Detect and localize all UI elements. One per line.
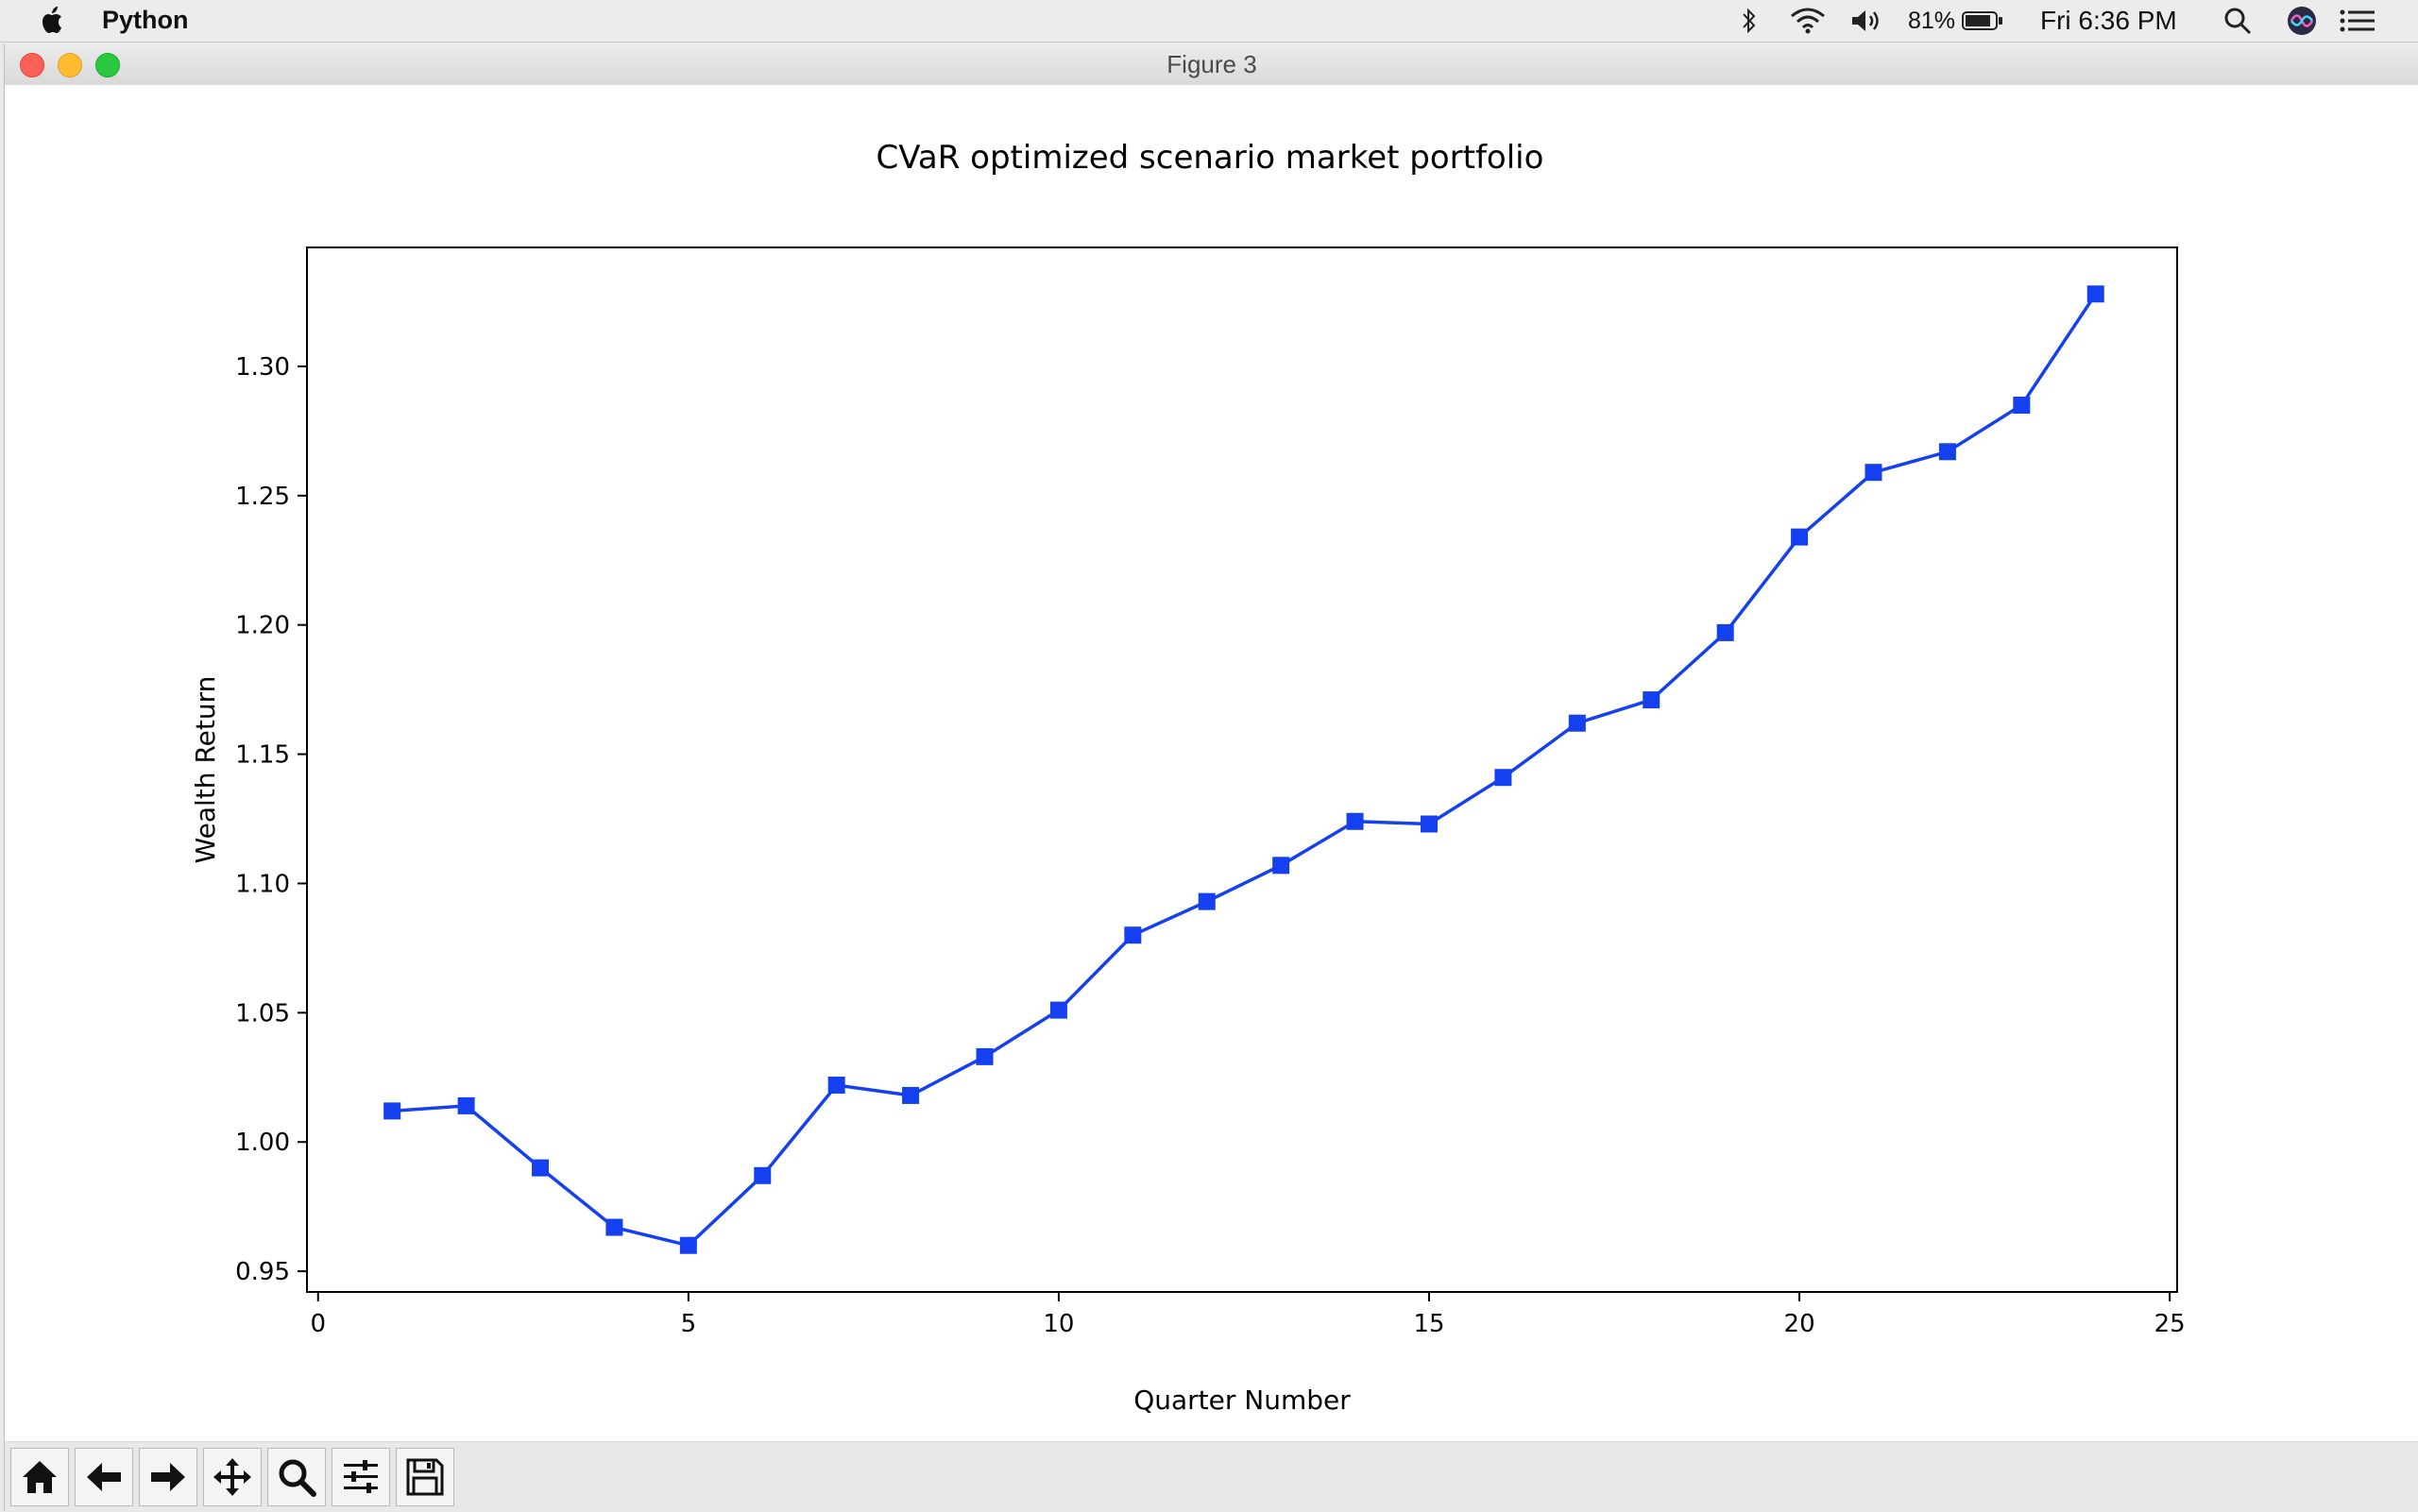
data-point-marker xyxy=(1643,691,1660,709)
data-point-marker xyxy=(2086,285,2104,303)
y-axis: 0.95 1.00 1.05 1.10 1.15 1.20 1.25 1.30 xyxy=(235,353,307,1286)
data-point-marker xyxy=(1049,1001,1067,1019)
x-tick-label: 20 xyxy=(1784,1310,1815,1338)
back-button[interactable] xyxy=(75,1448,133,1506)
bluetooth-icon[interactable] xyxy=(1740,6,1759,36)
forward-arrow-icon xyxy=(151,1463,185,1491)
x-tick-label: 25 xyxy=(2154,1310,2186,1338)
data-point-marker xyxy=(679,1236,697,1254)
data-point-marker xyxy=(457,1096,475,1114)
data-point-marker xyxy=(1791,528,1809,546)
y-axis-label: Wealth Return xyxy=(190,676,221,864)
home-button[interactable] xyxy=(10,1448,69,1506)
siri-icon[interactable] xyxy=(2286,6,2318,36)
menu-clock[interactable]: Fri 6:36 PM xyxy=(2040,6,2177,35)
x-axis-label: Quarter Number xyxy=(1133,1385,1351,1416)
configure-subplots-icon xyxy=(344,1460,378,1493)
battery-percentage: 81% xyxy=(1908,7,1956,34)
wifi-icon[interactable] xyxy=(1789,6,1827,36)
close-button[interactable] xyxy=(20,53,44,77)
menu-bar: Python 81% Fri 6:36 PM xyxy=(0,0,2418,42)
chart-title: CVaR optimized scenario market portfolio xyxy=(877,139,1544,177)
zoom-icon xyxy=(279,1459,316,1497)
data-point-marker xyxy=(976,1047,994,1065)
minimize-button[interactable] xyxy=(58,53,82,77)
x-tick-label: 5 xyxy=(681,1310,697,1338)
zoom-rect-button[interactable] xyxy=(267,1448,326,1506)
home-icon xyxy=(23,1461,57,1493)
pan-button[interactable] xyxy=(203,1448,262,1506)
save-figure-button[interactable] xyxy=(396,1448,454,1506)
notification-center-icon[interactable] xyxy=(2339,6,2376,36)
battery-icon[interactable] xyxy=(1961,6,2004,36)
figure-window: Figure 3 CVaR optimized scenario market … xyxy=(4,43,2418,1512)
back-arrow-icon xyxy=(87,1463,121,1491)
apple-logo-icon[interactable] xyxy=(38,2,68,40)
data-point-marker xyxy=(1716,623,1734,641)
y-tick-label: 1.10 xyxy=(235,870,290,898)
save-icon xyxy=(406,1458,444,1496)
data-point-marker xyxy=(902,1086,920,1104)
data-point-marker xyxy=(1124,926,1142,944)
data-point-marker xyxy=(1272,857,1290,875)
data-point-marker xyxy=(383,1102,401,1120)
data-point-marker xyxy=(1865,464,1882,482)
x-tick-label: 15 xyxy=(1413,1310,1444,1338)
zoom-button[interactable] xyxy=(95,53,120,77)
plot-area-frame xyxy=(306,246,2178,1293)
y-tick-label: 1.25 xyxy=(235,483,290,511)
window-titlebar[interactable]: Figure 3 xyxy=(5,43,2418,86)
y-tick-label: 1.15 xyxy=(235,741,290,770)
volume-icon[interactable] xyxy=(1849,6,1883,36)
data-point-marker xyxy=(827,1076,845,1094)
window-title: Figure 3 xyxy=(1166,50,1257,78)
spotlight-search-icon[interactable] xyxy=(2223,6,2254,36)
navigation-toolbar xyxy=(5,1441,2418,1512)
data-point-marker xyxy=(1938,443,1956,461)
x-axis: 0 5 10 15 20 25 xyxy=(310,1292,2186,1338)
line-chart: CVaR optimized scenario market portfolio… xyxy=(190,139,2186,1416)
data-point-marker xyxy=(532,1159,550,1177)
x-tick-label: 10 xyxy=(1043,1310,1074,1338)
forward-button[interactable] xyxy=(139,1448,197,1506)
data-point-marker xyxy=(605,1218,623,1236)
x-tick-label: 0 xyxy=(310,1310,326,1338)
data-point-marker xyxy=(1346,812,1364,830)
pan-icon xyxy=(213,1458,251,1496)
data-point-marker xyxy=(754,1166,772,1184)
y-tick-label: 1.30 xyxy=(235,353,290,382)
series-markers xyxy=(383,285,2104,1254)
data-point-marker xyxy=(1494,769,1512,787)
data-point-marker xyxy=(1198,892,1216,910)
data-point-marker xyxy=(1568,714,1586,732)
series-line xyxy=(392,293,2098,1248)
app-menu-name[interactable]: Python xyxy=(102,6,189,34)
data-point-marker xyxy=(1421,815,1438,833)
figure-canvas[interactable]: CVaR optimized scenario market portfolio… xyxy=(5,85,2418,1483)
y-tick-label: 1.00 xyxy=(235,1129,290,1157)
configure-subplots-button[interactable] xyxy=(332,1448,390,1506)
y-tick-label: 1.20 xyxy=(235,612,290,640)
y-tick-label: 0.95 xyxy=(235,1258,290,1286)
data-point-marker xyxy=(2013,396,2031,414)
y-tick-label: 1.05 xyxy=(235,999,290,1028)
